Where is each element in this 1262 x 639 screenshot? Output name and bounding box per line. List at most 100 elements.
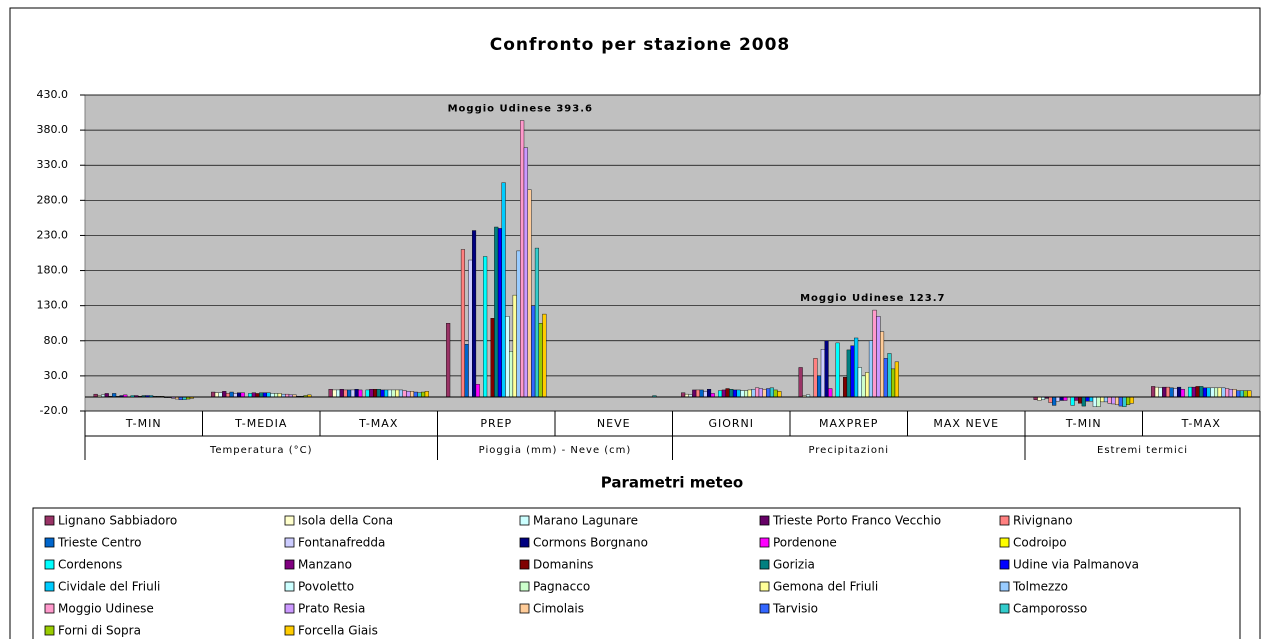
bar: [229, 391, 234, 398]
bar: [865, 372, 870, 398]
bar: [1118, 396, 1123, 407]
bar: [421, 391, 426, 398]
legend-swatch: [999, 537, 1010, 548]
bar: [233, 393, 238, 398]
legend-label: Cividale del Friuli: [58, 580, 160, 594]
legend-swatch: [999, 581, 1010, 592]
bar: [883, 358, 888, 398]
legend-label: Manzano: [298, 558, 352, 572]
bar: [262, 392, 267, 398]
bar: [1059, 396, 1064, 401]
bar: [417, 392, 422, 398]
y-tick-label: 130.0: [37, 299, 69, 312]
bar: [225, 393, 231, 398]
group-label: Pioggia (mm) - Neve (cm): [479, 445, 632, 456]
bar: [214, 392, 219, 398]
bar: [1048, 396, 1053, 403]
legend-label: Moggio Udinese: [58, 602, 154, 616]
bar: [798, 367, 803, 398]
bar: [1217, 387, 1222, 398]
x-tick-label: NEVE: [597, 417, 631, 430]
bar: [255, 393, 260, 398]
legend-label: Pagnacco: [533, 580, 590, 594]
bar: [1074, 396, 1079, 401]
bar: [534, 247, 539, 398]
bar: [1225, 388, 1230, 398]
bar: [387, 389, 392, 398]
bar: [413, 391, 418, 398]
bar: [402, 390, 407, 398]
bar: [240, 392, 245, 398]
bar: [384, 389, 389, 398]
legend-box: [32, 507, 1241, 639]
bar: [542, 313, 547, 398]
bar: [358, 389, 363, 398]
bar: [1154, 386, 1159, 398]
bar: [523, 147, 528, 398]
y-tick-label: 280.0: [37, 193, 69, 206]
bar: [681, 392, 686, 398]
bar: [369, 389, 374, 398]
bar: [1158, 387, 1163, 398]
bar: [1162, 386, 1167, 398]
bar: [1173, 388, 1178, 398]
bar: [468, 259, 473, 398]
bar: [1111, 396, 1116, 405]
legend-swatch: [759, 559, 770, 570]
bar: [1177, 386, 1182, 398]
bar: [332, 389, 337, 398]
bar: [707, 389, 712, 398]
x-tick-label: T-MAX: [358, 417, 398, 430]
legend-label: Lignano Sabbiadoro: [58, 514, 177, 528]
bar: [1100, 396, 1105, 403]
bar: [1052, 396, 1057, 406]
bar: [218, 392, 223, 398]
bar: [1151, 386, 1156, 398]
bar: [813, 358, 818, 398]
bar: [692, 389, 697, 398]
bar: [1243, 390, 1248, 398]
legend-label: Rivignano: [1013, 514, 1073, 528]
bar: [406, 391, 411, 398]
bar: [1096, 396, 1101, 407]
bar: [380, 389, 385, 398]
bar: [1114, 396, 1120, 405]
bar: [762, 389, 767, 398]
bar: [769, 387, 774, 398]
bar: [846, 349, 851, 398]
bar: [1236, 390, 1241, 398]
bar: [766, 388, 771, 398]
legend-label: Camporosso: [1013, 602, 1087, 616]
bar: [868, 340, 873, 398]
legend-label: Gorizia: [773, 558, 815, 572]
bar: [721, 389, 726, 398]
legend-swatch: [519, 581, 530, 592]
bar: [343, 389, 348, 398]
bar: [1089, 396, 1094, 402]
legend-label: Trieste Centro: [57, 536, 141, 550]
x-tick-label: T-MIN: [125, 417, 162, 430]
bar: [508, 351, 514, 398]
bar: [1188, 386, 1193, 398]
bar: [751, 389, 756, 398]
legend-swatch: [44, 537, 55, 548]
legend-label: Fontanafredda: [298, 536, 385, 550]
legend-swatch: [999, 603, 1010, 614]
x-tick-label: T-MEDIA: [234, 417, 287, 430]
legend-label: Cormons Borgnano: [533, 536, 648, 550]
bar: [703, 391, 708, 398]
bar: [520, 120, 525, 398]
legend-label: Forcella Giais: [298, 624, 378, 638]
group-label: Precipitazioni: [808, 445, 889, 456]
bar: [835, 342, 840, 398]
legend-label: Povoletto: [298, 580, 354, 594]
bar: [259, 392, 264, 398]
bar: [887, 353, 892, 398]
bar: [516, 250, 521, 398]
bar: [336, 389, 341, 398]
bar: [718, 390, 723, 398]
legend-swatch: [284, 537, 295, 548]
legend-swatch: [519, 537, 530, 548]
y-tick-label: 380.0: [37, 123, 69, 136]
legend-label: Prato Resia: [298, 602, 365, 616]
